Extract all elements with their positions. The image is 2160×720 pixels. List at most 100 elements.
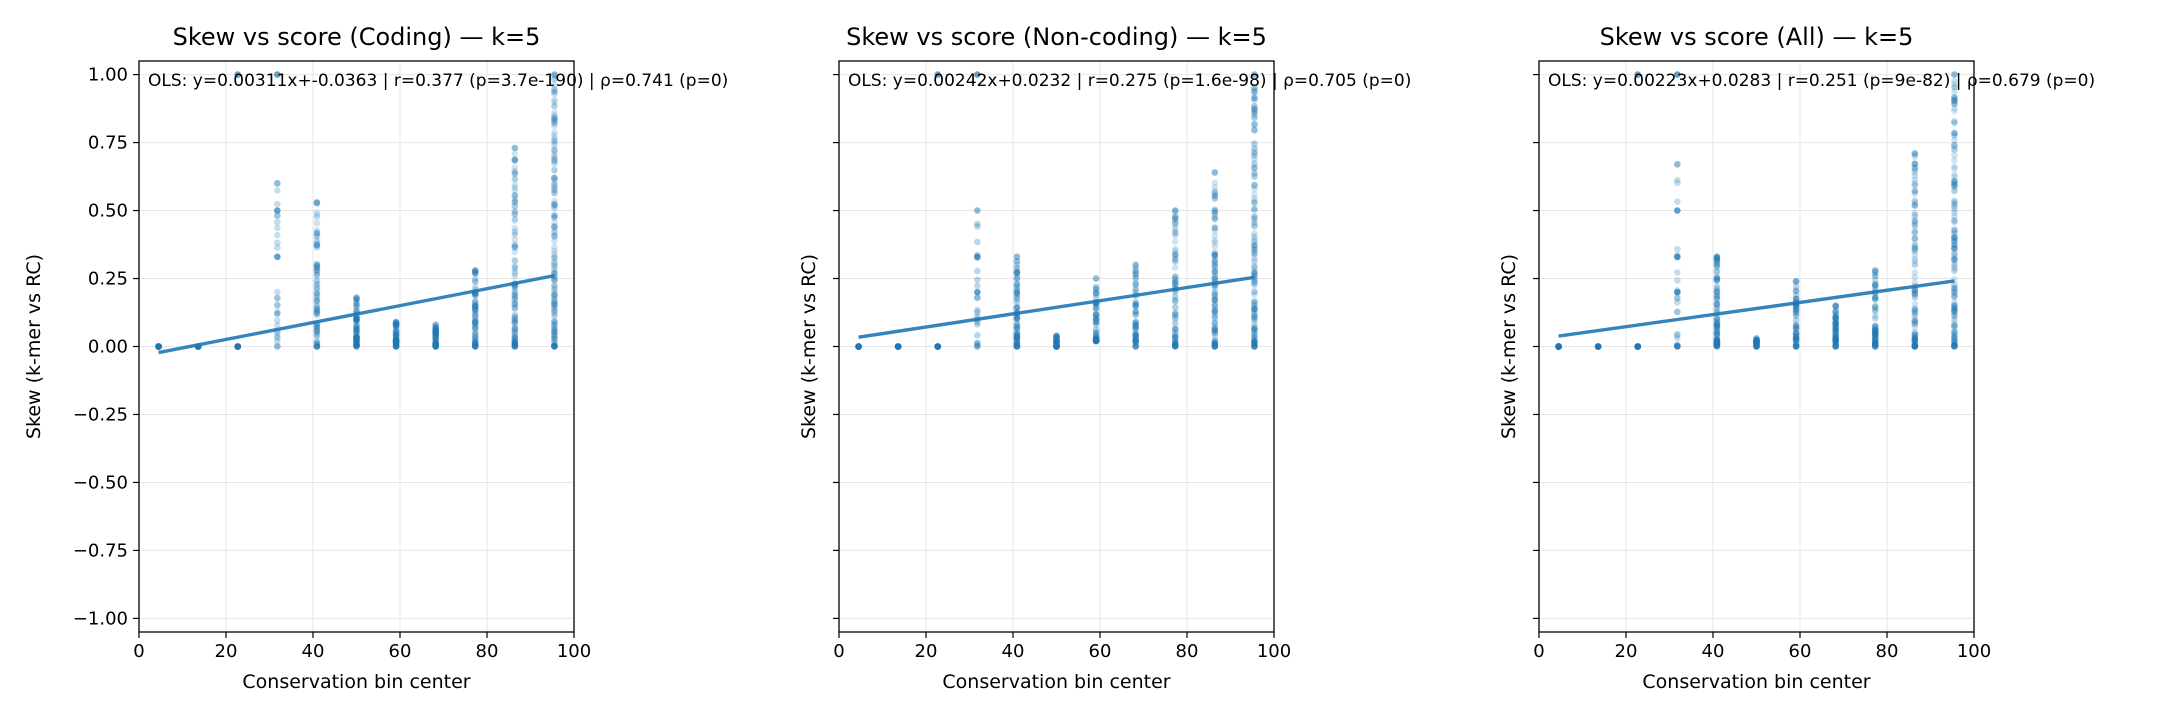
- scatter-point: [432, 326, 439, 333]
- scatter-point: [1911, 164, 1919, 171]
- scatter-point: [313, 241, 321, 249]
- scatter-point: [1211, 301, 1219, 309]
- scatter-point: [353, 328, 360, 336]
- scatter-point: [551, 321, 558, 329]
- scatter-point: [1832, 323, 1839, 331]
- scatter-point: [1792, 310, 1800, 318]
- scatter-point: [1251, 140, 1258, 147]
- scatter-point: [1251, 105, 1258, 113]
- scatter-point: [353, 318, 360, 325]
- scatter-point: [1211, 319, 1219, 327]
- scatter-point: [551, 243, 558, 251]
- scatter-point: [1951, 105, 1958, 112]
- scatter-point: [511, 335, 519, 342]
- scatter-point: [1211, 300, 1219, 308]
- scatter-point: [471, 303, 479, 310]
- scatter-point: [274, 343, 281, 350]
- scatter-point: [551, 201, 558, 208]
- scatter-point: [1911, 245, 1919, 253]
- scatter-point: [551, 103, 558, 110]
- scatter-point: [511, 156, 519, 164]
- scatter-point: [1211, 250, 1219, 258]
- scatter-point: [511, 170, 519, 178]
- scatter-point: [551, 301, 558, 309]
- scatter-point: [1911, 200, 1919, 207]
- scatter-point: [1211, 314, 1219, 322]
- scatter-point: [1911, 316, 1919, 323]
- scatter-point: [1251, 237, 1258, 245]
- scatter-point: [1251, 242, 1258, 249]
- scatter-point: [551, 137, 558, 144]
- scatter-point: [511, 301, 519, 308]
- scatter-point: [511, 256, 519, 264]
- scatter-point: [1132, 301, 1139, 309]
- scatter-point: [1951, 281, 1958, 289]
- scatter-point: [1713, 321, 1721, 329]
- scatter-point: [1713, 263, 1721, 271]
- scatter-point: [511, 175, 519, 183]
- scatter-point: [1211, 343, 1219, 350]
- scatter-point: [1251, 256, 1258, 264]
- scatter-point: [1251, 297, 1258, 305]
- scatter-point: [1674, 198, 1681, 205]
- scatter-point: [1911, 242, 1919, 249]
- scatter-point: [1211, 252, 1219, 260]
- scatter-point: [1251, 126, 1258, 134]
- scatter-point: [1092, 289, 1100, 297]
- scatter-point: [551, 181, 558, 188]
- scatter-point: [1251, 288, 1258, 295]
- scatter-point: [1911, 300, 1919, 308]
- scatter-point: [511, 324, 519, 331]
- scatter-point: [551, 151, 558, 159]
- scatter-point: [471, 302, 479, 310]
- scatter-point: [471, 303, 479, 310]
- scatter-point: [471, 303, 479, 310]
- scatter-point: [274, 212, 281, 220]
- scatter-point: [392, 337, 400, 345]
- scatter-point: [1132, 331, 1139, 338]
- scatter-point: [313, 199, 321, 206]
- scatter-point: [1251, 269, 1258, 276]
- scatter-point: [551, 90, 558, 98]
- scatter-point: [392, 337, 400, 345]
- scatter-point: [1251, 338, 1258, 346]
- scatter-point: [551, 233, 558, 241]
- scatter-point: [1911, 165, 1919, 172]
- scatter-point: [551, 223, 558, 230]
- x-axis-label: Conservation bin center: [942, 671, 1170, 693]
- scatter-point: [511, 157, 519, 165]
- scatter-point: [1211, 319, 1219, 327]
- scatter-point: [1251, 159, 1258, 167]
- x-axis-label: Conservation bin center: [242, 671, 470, 693]
- scatter-point: [1951, 197, 1958, 205]
- scatter-point: [1251, 223, 1258, 230]
- scatter-point: [1792, 287, 1800, 294]
- scatter-point: [471, 302, 479, 310]
- scatter-point: [1211, 187, 1219, 195]
- scatter-point: [1251, 71, 1258, 78]
- scatter-point: [1713, 321, 1721, 328]
- scatter-point: [511, 198, 519, 206]
- scatter-point: [551, 302, 558, 309]
- scatter-point: [1251, 269, 1258, 276]
- scatter-point: [1171, 315, 1179, 322]
- scatter-point: [1951, 266, 1958, 274]
- scatter-point: [1171, 310, 1179, 317]
- scatter-point: [1951, 332, 1958, 340]
- scatter-point: [1092, 329, 1100, 337]
- scatter-point: [1951, 229, 1958, 236]
- scatter-point: [1713, 300, 1721, 307]
- scatter-point: [1251, 325, 1258, 333]
- scatter-point: [1951, 306, 1958, 314]
- scatter-point: [511, 314, 519, 322]
- scatter-point: [1713, 275, 1721, 282]
- scatter-point: [1713, 330, 1721, 337]
- scatter-point: [392, 327, 400, 334]
- scatter-point: [471, 278, 479, 285]
- scatter-point: [1132, 270, 1139, 278]
- scatter-point: [1251, 305, 1258, 313]
- scatter-point: [1013, 288, 1021, 295]
- scatter-point: [274, 71, 281, 78]
- scatter-point: [1951, 290, 1958, 297]
- scatter-point: [551, 174, 558, 182]
